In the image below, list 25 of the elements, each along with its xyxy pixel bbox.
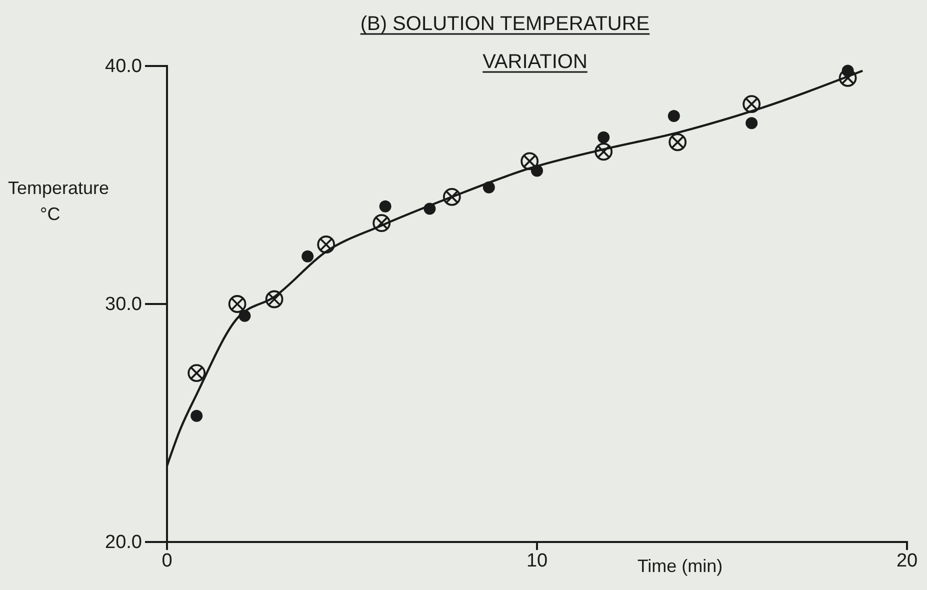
x-tick-label: 10: [526, 550, 548, 572]
point: [668, 133, 687, 152]
point: [265, 290, 284, 308]
y-tick-label: 30.0: [105, 294, 142, 316]
y-tick-label: 20.0: [105, 532, 142, 554]
point: [379, 200, 392, 212]
point: [742, 95, 761, 113]
y-axis-title: Temperature °C: [8, 178, 110, 224]
point: [520, 152, 539, 170]
point: [668, 110, 680, 122]
point: [190, 410, 203, 422]
point: [372, 214, 391, 232]
point: [594, 142, 613, 161]
x-axis-title: Time (min): [637, 556, 723, 576]
point: [228, 295, 246, 313]
point: [598, 131, 610, 144]
y-tick-label: 40.0: [105, 56, 142, 78]
point: [442, 188, 461, 206]
point: [317, 236, 336, 254]
point: [188, 364, 206, 382]
x-tick-label: 20: [896, 550, 918, 572]
point: [302, 250, 314, 262]
x-tick-label: 0: [162, 550, 172, 572]
point: [746, 117, 758, 130]
chart-title: (B) SOLUTION TEMPERATURE VARIATION: [360, 13, 650, 73]
